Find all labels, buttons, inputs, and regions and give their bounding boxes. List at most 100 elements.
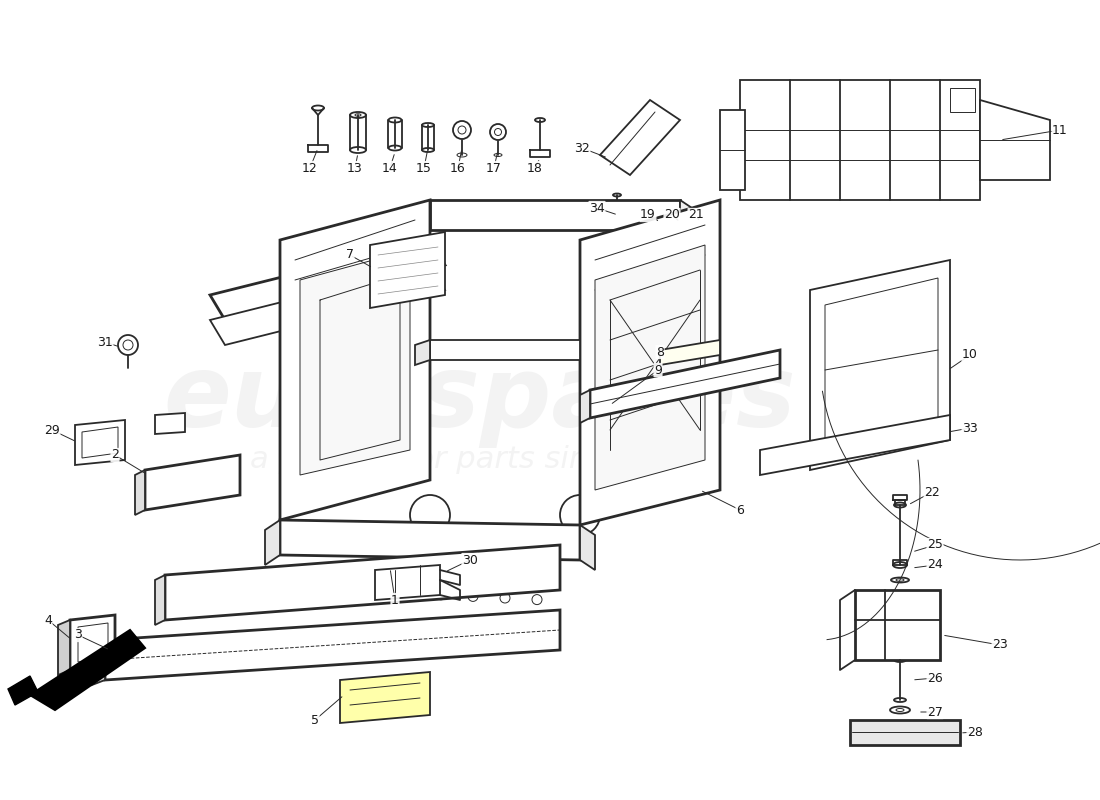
Ellipse shape xyxy=(388,118,401,122)
Text: 22: 22 xyxy=(924,486,939,498)
Polygon shape xyxy=(104,610,560,680)
Polygon shape xyxy=(415,200,430,240)
Polygon shape xyxy=(78,623,108,662)
Ellipse shape xyxy=(890,706,910,714)
Polygon shape xyxy=(30,630,145,710)
Polygon shape xyxy=(825,278,938,452)
Text: 6: 6 xyxy=(736,503,744,517)
Polygon shape xyxy=(720,110,745,190)
Polygon shape xyxy=(280,200,430,520)
Ellipse shape xyxy=(388,146,401,150)
Ellipse shape xyxy=(695,310,705,314)
Polygon shape xyxy=(595,245,705,490)
Polygon shape xyxy=(855,590,940,660)
Polygon shape xyxy=(75,420,125,465)
Text: 21: 21 xyxy=(689,209,704,222)
Polygon shape xyxy=(580,200,720,525)
Polygon shape xyxy=(370,232,446,308)
Text: 18: 18 xyxy=(527,162,543,174)
Text: 34: 34 xyxy=(590,202,605,214)
Polygon shape xyxy=(375,565,440,600)
Text: 16: 16 xyxy=(450,162,466,174)
Text: 15: 15 xyxy=(416,162,432,174)
Text: 10: 10 xyxy=(962,349,978,362)
Polygon shape xyxy=(145,455,240,510)
Ellipse shape xyxy=(891,578,909,582)
Ellipse shape xyxy=(894,698,906,702)
Polygon shape xyxy=(430,340,580,360)
Text: 25: 25 xyxy=(927,538,943,551)
Text: 12: 12 xyxy=(302,162,318,174)
Text: 30: 30 xyxy=(462,554,477,566)
Polygon shape xyxy=(265,520,280,565)
Text: 4: 4 xyxy=(44,614,52,626)
Text: 2: 2 xyxy=(111,449,119,462)
Ellipse shape xyxy=(894,502,906,507)
Polygon shape xyxy=(580,525,595,570)
Polygon shape xyxy=(155,413,185,434)
Polygon shape xyxy=(580,390,590,423)
Ellipse shape xyxy=(613,194,621,197)
Text: 27: 27 xyxy=(927,706,943,718)
Text: 20: 20 xyxy=(664,209,680,222)
Polygon shape xyxy=(210,265,446,345)
Polygon shape xyxy=(135,470,145,515)
Polygon shape xyxy=(58,620,70,675)
Ellipse shape xyxy=(654,216,666,220)
Polygon shape xyxy=(950,88,975,112)
Text: 33: 33 xyxy=(962,422,978,434)
Text: 14: 14 xyxy=(382,162,398,174)
Polygon shape xyxy=(415,340,430,365)
Text: 1: 1 xyxy=(392,594,399,606)
Polygon shape xyxy=(340,672,430,723)
Text: eurospares: eurospares xyxy=(164,351,796,449)
Polygon shape xyxy=(590,350,780,418)
Text: 31: 31 xyxy=(97,335,113,349)
Polygon shape xyxy=(660,340,720,365)
Ellipse shape xyxy=(453,121,471,139)
Polygon shape xyxy=(8,676,39,705)
Ellipse shape xyxy=(695,216,705,220)
Text: 24: 24 xyxy=(927,558,943,571)
Polygon shape xyxy=(740,80,980,200)
Polygon shape xyxy=(165,545,560,620)
Text: 8: 8 xyxy=(656,346,664,358)
Ellipse shape xyxy=(422,148,435,152)
Polygon shape xyxy=(70,615,116,670)
Polygon shape xyxy=(760,415,950,475)
Polygon shape xyxy=(300,250,410,475)
Text: a passion for parts since 1984: a passion for parts since 1984 xyxy=(250,446,711,474)
Ellipse shape xyxy=(535,118,544,122)
Ellipse shape xyxy=(456,153,468,157)
Ellipse shape xyxy=(894,658,906,662)
Ellipse shape xyxy=(494,154,502,157)
Polygon shape xyxy=(430,200,680,230)
Text: 26: 26 xyxy=(927,671,943,685)
Text: 13: 13 xyxy=(348,162,363,174)
Text: 19: 19 xyxy=(640,209,656,222)
Text: 23: 23 xyxy=(992,638,1008,651)
Text: 17: 17 xyxy=(486,162,502,174)
Ellipse shape xyxy=(350,147,366,153)
Polygon shape xyxy=(280,520,580,560)
Ellipse shape xyxy=(675,216,685,220)
Text: 5: 5 xyxy=(311,714,319,726)
Polygon shape xyxy=(82,427,118,458)
Polygon shape xyxy=(210,240,446,320)
Polygon shape xyxy=(600,100,680,175)
Text: 3: 3 xyxy=(74,629,81,642)
Circle shape xyxy=(118,335,138,355)
Polygon shape xyxy=(155,575,165,625)
Polygon shape xyxy=(92,640,104,685)
Text: 7: 7 xyxy=(346,249,354,262)
Text: 9: 9 xyxy=(654,363,662,377)
Polygon shape xyxy=(810,260,950,470)
Text: 11: 11 xyxy=(1052,123,1068,137)
Ellipse shape xyxy=(654,310,666,314)
Text: 32: 32 xyxy=(574,142,590,154)
Text: 29: 29 xyxy=(44,423,59,437)
Ellipse shape xyxy=(490,124,506,140)
Polygon shape xyxy=(850,720,960,745)
Ellipse shape xyxy=(675,310,685,314)
Ellipse shape xyxy=(350,112,366,118)
